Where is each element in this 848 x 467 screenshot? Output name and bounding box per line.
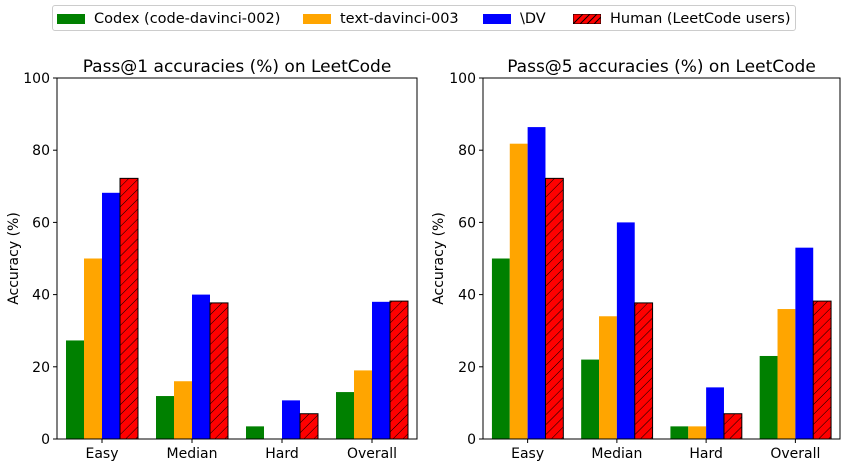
bar-hatch-easy xyxy=(119,177,139,440)
bar-median-series-1 xyxy=(174,381,192,439)
bar-hard-series-2 xyxy=(706,387,724,439)
x-tick-label-median: Median xyxy=(591,446,642,462)
bar-hatch-hard xyxy=(299,413,319,440)
legend-swatch-text-davinci xyxy=(303,14,331,24)
bar-overall-series-1 xyxy=(354,370,372,439)
bar-median-series-2 xyxy=(616,222,635,439)
bar-hard-series-0 xyxy=(670,426,689,439)
bar-hatch-median xyxy=(209,302,229,440)
bar-median-series-2 xyxy=(192,294,210,439)
bar-overall-series-0 xyxy=(759,355,778,439)
plot-frame xyxy=(482,77,841,440)
bar-easy-series-1 xyxy=(509,143,528,439)
y-tick-label: 40 xyxy=(32,288,50,304)
bar-overall-series-1 xyxy=(777,309,796,439)
x-tick-label-easy: Easy xyxy=(85,446,118,462)
plot-frame xyxy=(56,77,418,440)
y-axis-label: Accuracy (%) xyxy=(431,212,447,305)
y-tick-label: 80 xyxy=(458,143,476,159)
x-tick-label-easy: Easy xyxy=(511,446,544,462)
bar-easy-series-2 xyxy=(527,127,546,439)
bar-median-series-1 xyxy=(599,316,617,439)
legend-label-dv: \DV xyxy=(520,11,546,27)
legend-swatch-codex xyxy=(57,14,85,24)
chart-pass-at-1: 0 20 40 60 80 100 Easy Median Hard Overall Pass@1 … xyxy=(6,57,418,462)
y-tick-label: 60 xyxy=(32,215,50,231)
chart-title: Pass@5 accuracies (%) on LeetCode xyxy=(507,57,816,77)
legend-swatch-dv xyxy=(483,14,511,24)
legend: Codex (code-davinci-002) text-davinci-00… xyxy=(52,5,796,31)
x-tick-label-hard: Hard xyxy=(265,446,299,462)
y-tick-label: 80 xyxy=(32,143,50,159)
legend-label-text-davinci: text-davinci-003 xyxy=(340,11,459,27)
y-tick-label: 40 xyxy=(458,288,476,304)
bar-overall-series-2 xyxy=(795,247,814,439)
legend-item-text-davinci: text-davinci-003 xyxy=(303,6,459,32)
y-tick-label: 100 xyxy=(23,71,50,87)
legend-item-human: Human (LeetCode users) xyxy=(573,6,790,32)
legend-item-codex: Codex (code-davinci-002) xyxy=(57,6,280,32)
bar-hatch-overall xyxy=(812,300,832,440)
y-tick-label: 100 xyxy=(449,71,476,87)
legend-item-dv: \DV xyxy=(483,6,546,32)
legend-label-codex: Codex (code-davinci-002) xyxy=(94,11,281,27)
bar-median-series-0 xyxy=(156,396,174,439)
bar-overall-series-2 xyxy=(372,301,390,439)
bar-hard-series-1 xyxy=(688,426,707,439)
x-tick-label-median: Median xyxy=(167,446,218,462)
x-tick-label-overall: Overall xyxy=(347,446,397,462)
bar-easy-series-1 xyxy=(84,258,102,439)
bar-easy-series-0 xyxy=(491,258,510,439)
y-tick-label: 60 xyxy=(458,215,476,231)
chart-title: Pass@1 accuracies (%) on LeetCode xyxy=(83,57,392,77)
y-tick-label: 0 xyxy=(41,432,50,448)
x-tick-label-hard: Hard xyxy=(689,446,723,462)
chart-pass-at-5: 0 20 40 60 80 100 Easy Median Hard Overall Pass@5 … xyxy=(431,57,841,462)
bar-hard-series-0 xyxy=(246,426,264,439)
bar-hatch-median xyxy=(634,302,654,440)
bar-median-series-0 xyxy=(581,359,600,439)
bar-hatch-easy xyxy=(544,177,564,440)
y-axis-label: Accuracy (%) xyxy=(6,212,22,305)
y-tick-label: 0 xyxy=(467,432,476,448)
legend-swatch-human xyxy=(573,14,601,24)
legend-label-human: Human (LeetCode users) xyxy=(610,11,791,27)
bar-hard-series-2 xyxy=(282,400,300,439)
bar-hatch-hard xyxy=(723,413,743,440)
x-tick-label-overall: Overall xyxy=(770,446,820,462)
y-tick-label: 20 xyxy=(458,360,476,376)
y-tick-label: 20 xyxy=(32,360,50,376)
bar-overall-series-0 xyxy=(336,392,354,439)
bar-easy-series-2 xyxy=(102,192,120,439)
bar-easy-series-0 xyxy=(66,340,84,439)
bar-hatch-overall xyxy=(389,300,409,440)
